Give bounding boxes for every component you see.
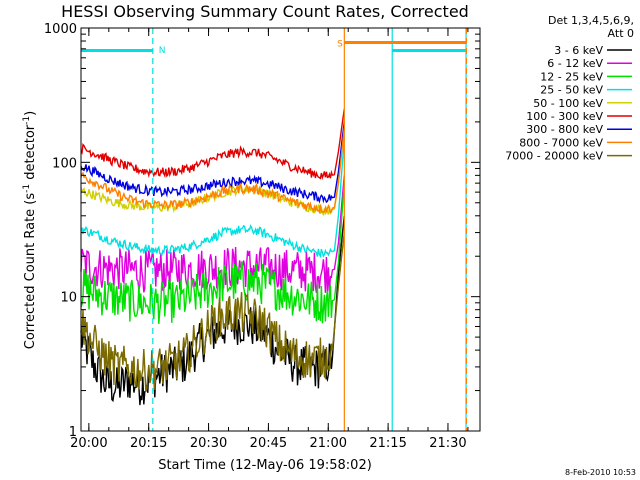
legend-header-detectors: Det 1,3,4,5,6,9, <box>548 14 634 27</box>
legend-label-50-100-kev: 50 - 100 keV <box>533 97 603 110</box>
x-tick-label: 20:45 <box>250 436 287 451</box>
legend-label-300-800-kev: 300 - 800 keV <box>526 123 603 136</box>
series-line-6-12-kev <box>80 175 345 294</box>
marker-layer: NS <box>81 28 468 431</box>
series-line-100-300-kev <box>80 108 345 181</box>
x-axis-label: Start Time (12-May-06 19:58:02) <box>158 458 372 473</box>
series-line-25-50-kev <box>80 138 345 259</box>
legend-label-800-7000-kev: 800 - 7000 keV <box>519 136 603 149</box>
x-tick-label: 20:30 <box>190 436 227 451</box>
series-line-12-25-kev <box>80 183 345 324</box>
legend-label-6-12-kev: 6 - 12 keV <box>547 57 603 70</box>
plot-frame <box>80 27 481 432</box>
flag-label-n: N <box>159 46 166 56</box>
y-axis-label: Corrected Count Rate (s-1 detector-1) <box>22 111 38 349</box>
series-line-300-800-kev <box>80 121 345 204</box>
series-line-3-6-kev <box>80 215 345 406</box>
legend-label-100-300-kev: 100 - 300 keV <box>526 110 603 123</box>
x-tick-label: 21:00 <box>310 436 347 451</box>
legend-label-3-6-kev: 3 - 6 keV <box>554 44 603 57</box>
y-tick-label: 1 <box>69 425 77 440</box>
x-tick-label: 20:00 <box>70 436 107 451</box>
chart-title: HESSI Observing Summary Count Rates, Cor… <box>61 2 469 21</box>
y-tick-label: 1000 <box>44 22 77 37</box>
y-axis-label-sup1: -1 <box>22 184 32 193</box>
series-layer <box>80 108 345 406</box>
axis-layer: 20:00 20:15 20:30 20:45 21:00 21:15 21:30 1 10 10… <box>44 22 480 451</box>
series-line-800-7000-kev <box>80 127 345 215</box>
series-line-7000-20000-kev <box>80 232 345 394</box>
legend-header-attenuator: Att 0 <box>608 27 634 40</box>
y-axis-label-mid: detector <box>23 124 38 184</box>
date-stamp: 8-Feb-2010 10:53 <box>565 468 636 477</box>
x-tick-label: 21:30 <box>429 436 466 451</box>
x-tick-label: 21:15 <box>369 436 406 451</box>
flag-label-s: S <box>337 39 343 49</box>
y-axis-label-main: Corrected Count Rate (s <box>23 193 38 350</box>
y-tick-label: 100 <box>52 156 77 171</box>
y-axis-label-sup2: -1 <box>22 116 32 125</box>
y-tick-label: 10 <box>60 291 77 306</box>
legend-label-25-50-kev: 25 - 50 keV <box>540 84 603 97</box>
x-tick-label: 20:15 <box>130 436 167 451</box>
legend-label-7000-20000-kev: 7000 - 20000 keV <box>505 150 603 163</box>
legend-label-12-25-kev: 12 - 25 keV <box>540 70 603 83</box>
y-axis-label-end: ) <box>23 111 38 116</box>
